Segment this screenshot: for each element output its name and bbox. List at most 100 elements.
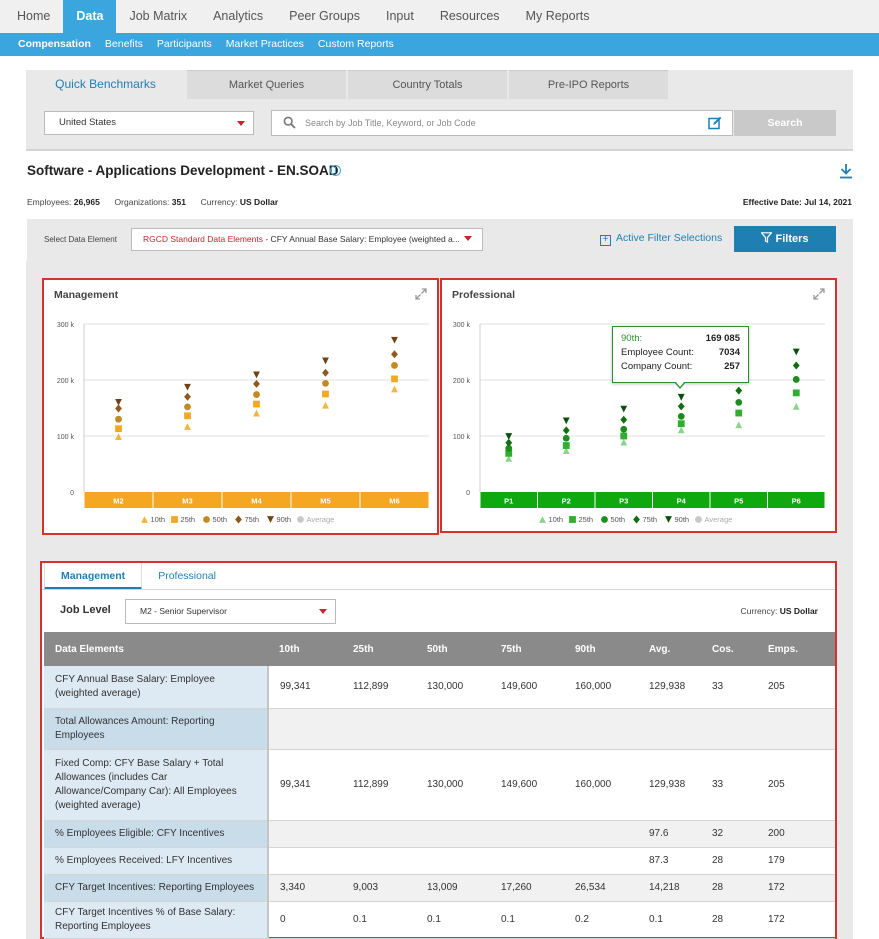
data-element-select[interactable]: RGCD Standard Data Elements - CFY Annual…	[131, 228, 483, 251]
info-icon[interactable]: i	[330, 165, 341, 176]
subnav-tab-market-practices[interactable]: Market Practices	[225, 38, 304, 50]
table-currency-label: Currency:	[740, 606, 778, 616]
table-cell: 0.1	[416, 901, 490, 939]
legend-marker	[297, 516, 304, 523]
chart-title: Management	[54, 289, 119, 301]
chart-svg: 300 k 200 k 100 k 0 P1 P2 P3 P4 P5 P6 10th 25th 50th…	[453, 322, 825, 524]
table-cell: 112,899	[342, 666, 416, 709]
edit-icon[interactable]	[708, 116, 722, 130]
effective-value: Jul 14, 2021	[804, 197, 852, 207]
table-cell	[268, 708, 342, 750]
select-data-element-label: Select Data Element	[44, 235, 117, 244]
tooltip-employee-count-label: Employee Count:	[621, 347, 694, 358]
subnav-tab-participants[interactable]: Participants	[156, 38, 212, 50]
col-header-emps[interactable]: Emps.	[757, 632, 835, 666]
subnav-tab-compensation[interactable]: Compensation	[18, 38, 91, 50]
tab-professional[interactable]: Professional	[158, 570, 216, 582]
table-cell: 0	[268, 901, 342, 939]
nav-tab-home[interactable]: Home	[17, 9, 51, 23]
table-cell: 32	[701, 820, 757, 848]
category-label: P4	[677, 497, 687, 506]
category-label: P5	[734, 497, 743, 506]
data-point-25th	[677, 420, 685, 428]
country-select[interactable]: United States	[44, 111, 254, 135]
effective-label: Effective Date:	[742, 197, 802, 207]
table-cell	[416, 708, 490, 750]
expand-icon[interactable]	[415, 288, 427, 300]
orgs-label: Organizations:	[114, 197, 170, 207]
table-cell: 28	[701, 901, 757, 939]
category-label: P2	[562, 497, 571, 506]
table-cell: 205	[757, 749, 835, 821]
nav-tab-data[interactable]: Data	[63, 0, 117, 33]
legend-label: 75th	[643, 515, 658, 524]
col-header-90th[interactable]: 90th	[564, 632, 638, 666]
y-tick-label: 0	[70, 490, 74, 497]
data-point-90th	[505, 433, 513, 440]
y-tick-label: 200 k	[57, 378, 75, 385]
table-cell	[416, 847, 490, 875]
y-tick-label: 200 k	[453, 378, 471, 385]
data-point-75th	[253, 379, 260, 388]
category-band	[84, 492, 153, 508]
data-point-10th	[677, 426, 685, 434]
nav-tab-my-reports[interactable]: My Reports	[525, 9, 590, 23]
category-band	[480, 492, 537, 508]
download-icon[interactable]	[839, 163, 853, 179]
tab-quick-benchmarks[interactable]: Quick Benchmarks	[26, 70, 185, 99]
category-band	[653, 492, 710, 508]
nav-tab-resources[interactable]: Resources	[439, 9, 500, 23]
data-point-25th	[253, 400, 260, 408]
col-header-data-elements[interactable]: Data Elements	[44, 632, 268, 666]
nav-tab-job-matrix[interactable]: Job Matrix	[129, 9, 188, 23]
tab-pre-ipo-reports[interactable]: Pre-IPO Reports	[509, 70, 668, 99]
table-row: CFY Target Incentives % of Base Salary: …	[44, 901, 835, 939]
legend-label: 25th	[181, 515, 196, 524]
data-point-50th	[253, 391, 260, 398]
col-header-cos[interactable]: Cos.	[701, 632, 757, 666]
data-point-90th	[184, 383, 191, 391]
search-button[interactable]: Search	[734, 110, 836, 136]
table-cell	[757, 708, 835, 750]
plus-box-icon: +	[600, 235, 611, 246]
legend-marker	[539, 516, 546, 523]
data-element-group: RGCD Standard Data Elements	[143, 234, 263, 244]
expand-icon[interactable]	[813, 288, 825, 300]
data-point-75th	[562, 426, 570, 435]
tab-country-totals[interactable]: Country Totals	[348, 70, 507, 99]
table-cell	[416, 820, 490, 848]
nav-tab-peer-groups[interactable]: Peer Groups	[289, 9, 360, 23]
nav-tab-analytics[interactable]: Analytics	[213, 9, 264, 23]
subnav-tab-custom-reports[interactable]: Custom Reports	[317, 38, 394, 50]
table-tabs: Management Professional	[44, 563, 232, 590]
job-level-select[interactable]: M2 - Senior Supervisor	[125, 599, 336, 624]
tab-management[interactable]: Management	[44, 563, 143, 590]
filters-button[interactable]: Filters	[734, 226, 836, 252]
subnav-tab-benefits[interactable]: Benefits	[104, 38, 143, 50]
col-header-25th[interactable]: 25th	[342, 632, 416, 666]
data-point-25th	[184, 412, 191, 420]
category-band	[538, 492, 595, 508]
search-input[interactable]: Search by Job Title, Keyword, or Job Cod…	[271, 110, 733, 136]
data-point-75th	[792, 361, 800, 370]
table-cell: 160,000	[564, 666, 638, 709]
tooltip-pointer-fill	[675, 381, 685, 387]
col-header-10th[interactable]: 10th	[268, 632, 342, 666]
nav-tab-input[interactable]: Input	[386, 9, 414, 23]
category-band	[291, 492, 360, 508]
query-tabs: Quick Benchmarks Market Queries Country …	[26, 70, 670, 99]
active-filter-selections-link[interactable]: + Active Filter Selections	[600, 232, 722, 246]
data-point-75th	[184, 392, 191, 401]
col-header-75th[interactable]: 75th	[490, 632, 564, 666]
table-row: CFY Target Incentives: Reporting Employe…	[44, 874, 835, 902]
data-point-90th	[115, 399, 122, 406]
data-point-50th	[505, 444, 513, 452]
table-cell: 26,534	[564, 874, 638, 902]
tab-market-queries[interactable]: Market Queries	[187, 70, 346, 99]
currency-label: Currency:	[200, 197, 238, 207]
table-cell: 99,341	[268, 749, 342, 821]
col-header-avg[interactable]: Avg.	[638, 632, 701, 666]
table-cell: 87.3	[638, 847, 701, 875]
col-header-50th[interactable]: 50th	[416, 632, 490, 666]
chart-tooltip: 90th: 169 085 Employee Count: 7034 Company…	[612, 326, 749, 383]
